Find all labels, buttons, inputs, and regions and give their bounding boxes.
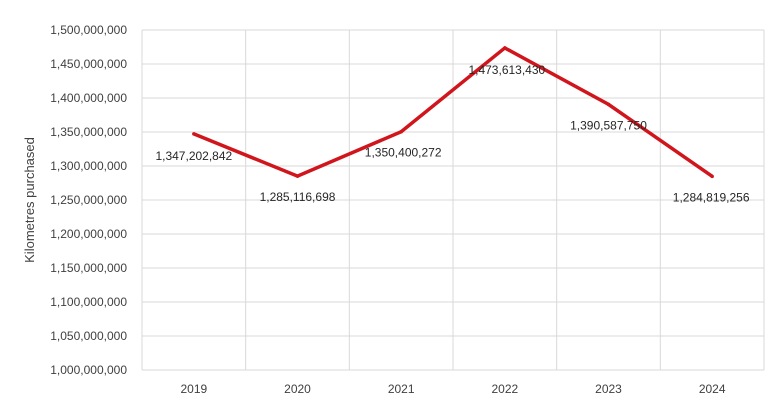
data-label: 1,284,819,256 — [673, 190, 750, 204]
data-label: 1,347,202,842 — [155, 149, 232, 163]
data-point — [710, 174, 714, 179]
data-label: 1,473,613,430 — [468, 63, 545, 77]
data-point — [606, 102, 611, 107]
data-point — [503, 46, 507, 50]
series-line — [193, 45, 714, 179]
y-tick-label: 1,400,000,000 — [50, 91, 127, 105]
y-tick-label: 1,300,000,000 — [50, 159, 127, 173]
x-tick-label: 2019 — [180, 382, 207, 396]
y-tick-label: 1,500,000,000 — [50, 23, 127, 37]
y-tick-label: 1,250,000,000 — [50, 193, 127, 207]
series-line-group — [192, 45, 714, 179]
gridlines — [141, 29, 765, 371]
y-tick-label: 1,050,000,000 — [50, 329, 127, 343]
y-tick-label: 1,100,000,000 — [50, 295, 127, 309]
data-point — [192, 132, 196, 136]
y-tick-label: 1,000,000,000 — [50, 363, 127, 377]
x-tick-label: 2023 — [595, 382, 622, 396]
data-point — [399, 129, 403, 134]
y-tick-label: 1,450,000,000 — [50, 57, 127, 71]
x-tick-label: 2024 — [699, 382, 726, 396]
x-tick-label: 2022 — [491, 382, 518, 396]
data-point — [295, 174, 300, 178]
x-tick-label: 2020 — [284, 382, 311, 396]
data-label: 1,285,116,698 — [260, 190, 336, 204]
y-tick-label: 1,200,000,000 — [50, 227, 127, 241]
data-label: 1,390,587,750 — [570, 118, 647, 132]
y-axis-ticks: 1,000,000,000 1,050,000,000 1,100,000,000 1… — [50, 23, 127, 377]
y-tick-label: 1,150,000,000 — [50, 261, 127, 275]
y-tick-label: 1,350,000,000 — [50, 125, 127, 139]
x-tick-label: 2021 — [388, 382, 415, 396]
data-labels: 1,347,202,842 1,285,116,698 1,350,400,272 1… — [155, 63, 749, 204]
data-label: 1,350,400,272 — [365, 146, 442, 160]
y-axis-title: Kilometres purchased — [22, 137, 37, 263]
x-axis-ticks: 2019 2020 2021 2022 2023 2024 — [180, 382, 725, 396]
